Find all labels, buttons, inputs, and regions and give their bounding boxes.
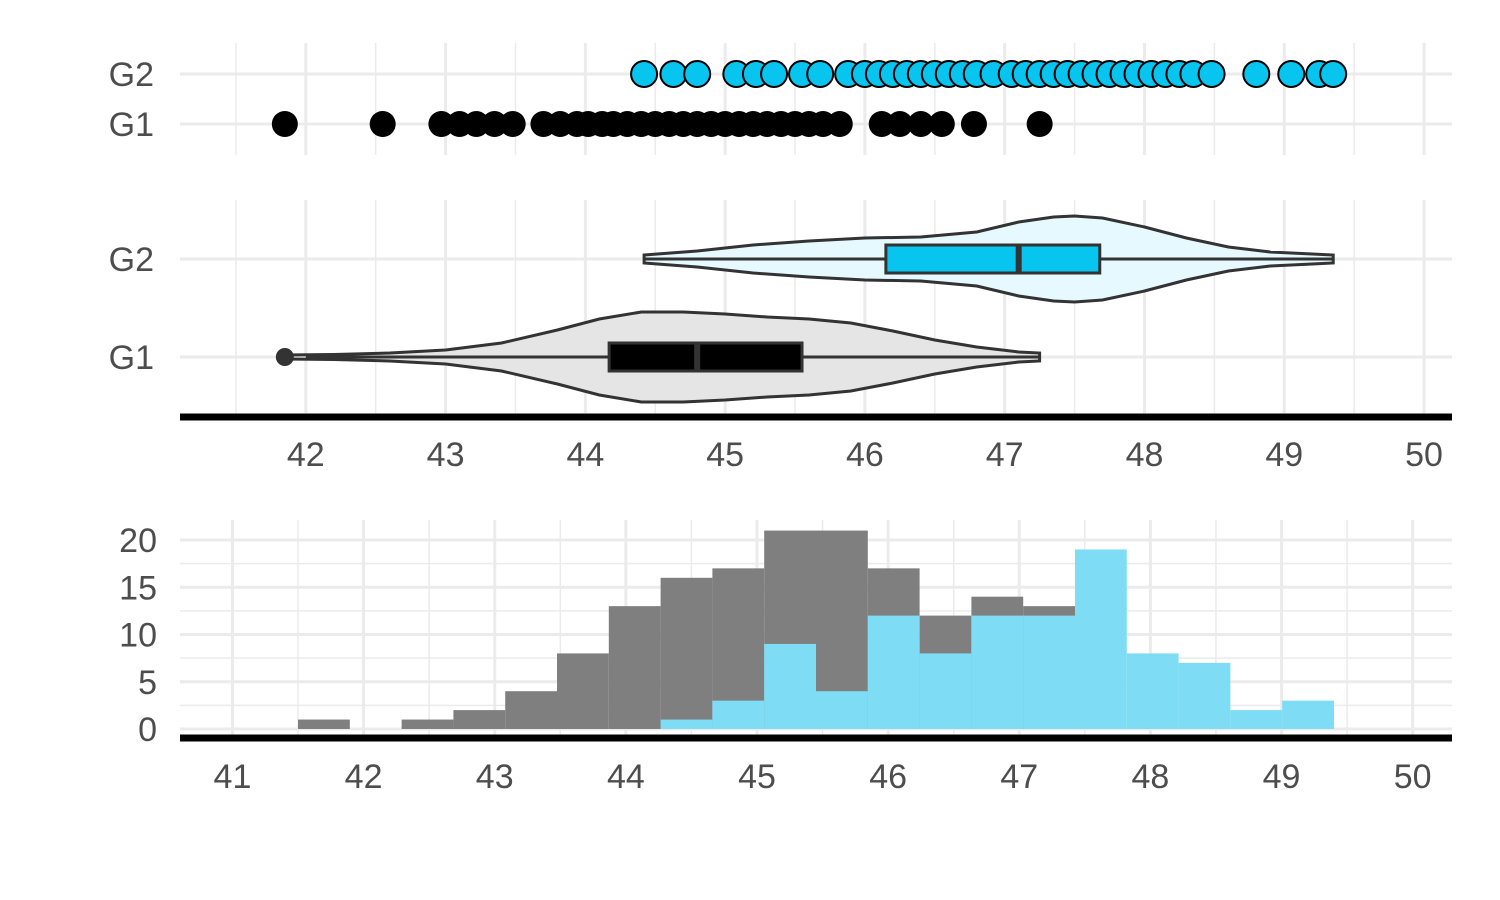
hist-bar-g1 [505,691,558,729]
strip-point-g2 [1277,60,1306,88]
hist-x-tick-label: 41 [214,758,252,796]
strip-point-g1 [826,111,853,137]
strip-y-tick-label: G1 [109,106,154,144]
violin-x-tick-label: 44 [566,436,604,474]
strip-point-g2 [760,60,789,88]
hist-y-tick-label: 20 [119,522,157,560]
violin-box-panel: G1 G2 42 43 44 45 46 47 48 49 50 [109,200,1452,474]
strip-point-g1 [907,111,934,137]
strip-point-g1 [1026,111,1053,137]
violin-x-tick-label: 46 [846,436,884,474]
hist-bar-g2 [1230,710,1283,729]
hist-x-tick-label: 44 [607,758,645,796]
violin-x-tick-label: 48 [1126,436,1164,474]
hist-y-tick-label: 5 [138,664,157,702]
violin-x-tick-label: 45 [706,436,744,474]
hist-bar-g2 [660,719,713,729]
strip-point-g1 [481,111,508,137]
hist-bar-g2 [1074,549,1127,729]
hist-x-tick-label: 45 [738,758,776,796]
hist-bar-g1 [660,577,713,729]
strip-point-g1 [960,111,987,137]
violin-y-tick-label: G1 [109,339,154,377]
hist-bar-g2 [919,653,972,729]
violin-x-tick-label: 49 [1265,436,1303,474]
hist-bar-g2 [1282,700,1334,729]
histogram-panel: 41 42 43 44 45 46 47 48 49 50 0 5 10 15 20 [119,520,1452,796]
strip-point-g2 [1242,60,1271,88]
strip-point-g1 [369,111,396,137]
strip-point-g2 [630,60,659,88]
hist-bar-g2 [1178,662,1231,729]
hist-bar-g2 [971,615,1024,729]
hist-x-tick-label: 48 [1131,758,1169,796]
hist-bar-g2 [1126,653,1179,729]
hist-bar-g2 [712,700,765,729]
strip-point-g2 [683,60,712,88]
violin-y-tick-label: G2 [109,241,154,279]
strip-point-g1 [463,111,490,137]
strip-point-g1 [271,111,298,137]
strip-point-g1 [868,111,895,137]
hist-x-tick-label: 50 [1394,758,1432,796]
hist-bar-g2 [764,643,816,729]
outlier-point-g1 [275,348,294,366]
strip-point-g1 [428,111,455,137]
hist-x-tick-label: 47 [1000,758,1038,796]
strip-point-g1 [928,111,955,137]
hist-bar-g1 [453,710,506,729]
hist-bar-g2 [816,691,868,729]
violin-x-tick-label: 42 [287,436,325,474]
strip-point-g1 [499,111,526,137]
hist-y-tick-label: 0 [138,711,157,749]
hist-bar-g2 [1023,615,1075,729]
hist-bar-g1 [298,719,350,729]
box-g2 [884,243,1102,275]
strip-point-g2 [1319,60,1348,88]
strip-point-g1 [886,111,913,137]
hist-x-tick-label: 42 [345,758,383,796]
violin-x-tick-label: 47 [986,436,1024,474]
hist-y-tick-label: 10 [119,617,157,655]
strip-point-g2 [806,60,835,88]
strip-y-tick-label: G2 [109,56,154,94]
hist-bar-g1 [401,719,454,729]
hist-bar-g1 [557,653,609,729]
box-g1 [607,341,804,373]
violin-x-tick-label: 43 [427,436,465,474]
strip-point-g2 [659,60,688,88]
hist-bar-g2 [867,615,920,729]
hist-x-tick-label: 46 [869,758,907,796]
hist-x-tick-label: 43 [476,758,514,796]
hist-x-tick-label: 49 [1263,758,1301,796]
strip-point-g2 [1197,60,1226,88]
violin-x-tick-label: 50 [1405,436,1443,474]
hist-y-tick-label: 15 [119,569,157,607]
hist-bar-g1 [608,606,661,729]
